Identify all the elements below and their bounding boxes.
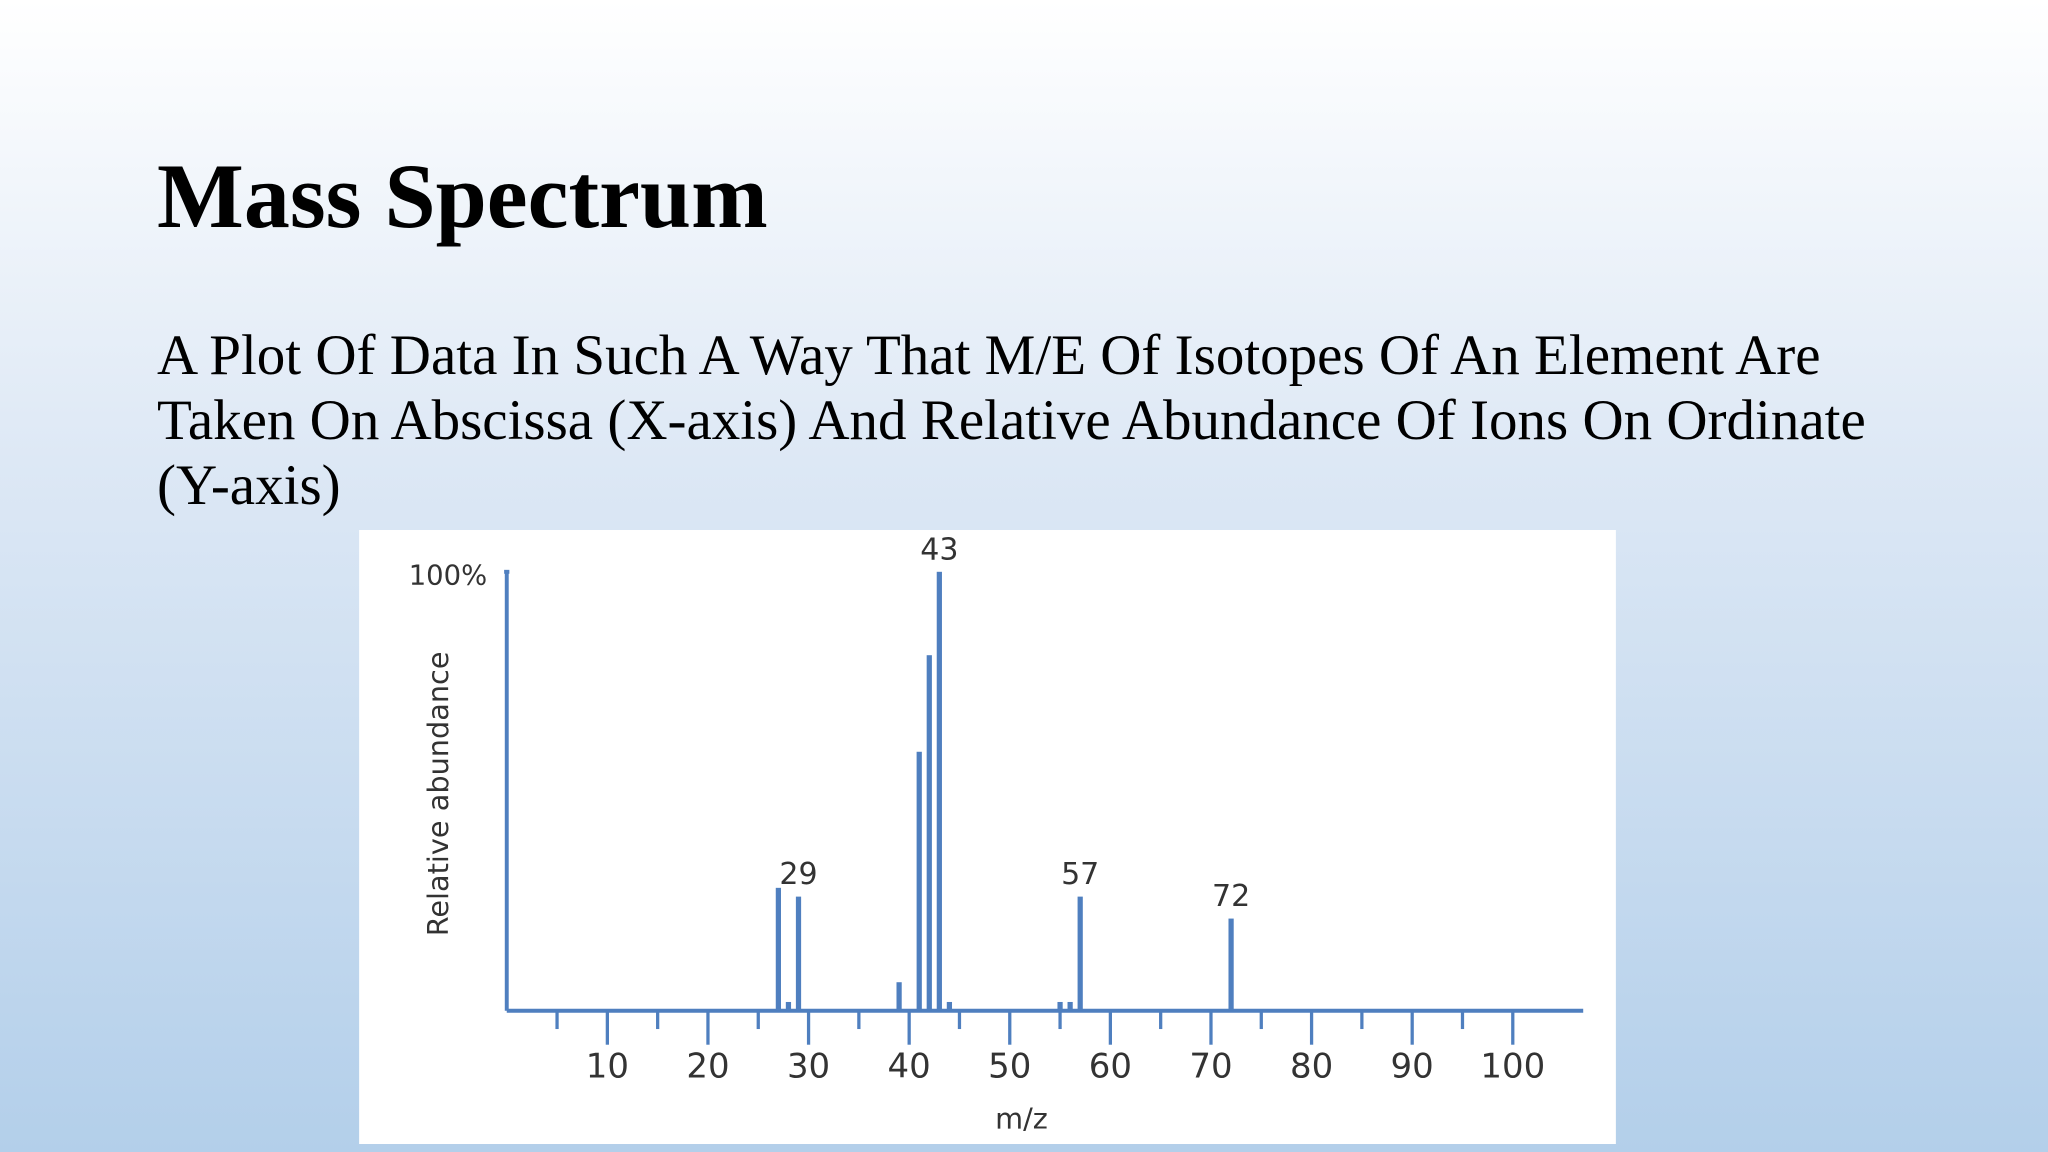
slide-body: A Plot Of Data In Such A Way That M/E Of… xyxy=(157,324,1866,517)
peak xyxy=(1057,1001,1063,1011)
y-axis-label: Relative abundance xyxy=(421,651,455,936)
peak xyxy=(1067,1001,1073,1011)
x-tick-label: 100 xyxy=(1480,1047,1545,1087)
peak xyxy=(946,1001,953,1011)
peak xyxy=(916,751,922,1011)
chart-background xyxy=(359,530,1616,1144)
x-tick-label: 90 xyxy=(1391,1047,1434,1087)
peak xyxy=(896,982,902,1011)
peak-label: 43 xyxy=(920,532,958,567)
x-tick-label: 60 xyxy=(1089,1047,1132,1087)
x-tick-label: 40 xyxy=(888,1047,931,1087)
x-tick-label: 50 xyxy=(988,1047,1031,1087)
peak-label: 57 xyxy=(1061,857,1099,892)
x-tick-label: 20 xyxy=(686,1047,729,1087)
peak xyxy=(926,655,932,1011)
chart: m/z Relative abundance 100% 10 20 30 40 50 60 7… xyxy=(359,530,1616,1144)
peak xyxy=(1077,896,1083,1011)
peak xyxy=(1228,918,1234,1011)
peak xyxy=(775,887,781,1011)
y-tick-label: 100% xyxy=(409,561,487,592)
x-axis-label: m/z xyxy=(995,1101,1048,1135)
x-tick-label: 70 xyxy=(1189,1047,1232,1087)
peak-label: 72 xyxy=(1212,879,1250,914)
x-tick-label: 10 xyxy=(586,1047,629,1087)
peak xyxy=(795,896,802,1011)
peak xyxy=(936,571,942,1011)
peak xyxy=(785,1001,792,1011)
slide-title: Mass Spectrum xyxy=(157,145,768,247)
x-tick-label: 30 xyxy=(787,1047,830,1087)
x-tick-label: 80 xyxy=(1290,1047,1333,1087)
peak-label: 29 xyxy=(779,857,817,892)
